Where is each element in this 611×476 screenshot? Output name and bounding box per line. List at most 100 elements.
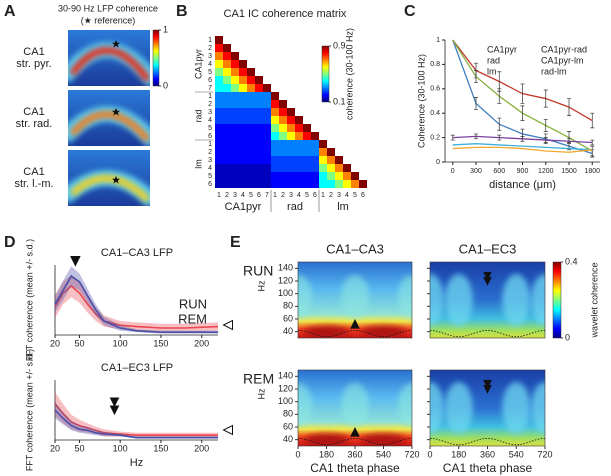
matrix-cell [223, 116, 231, 124]
row-tick-label: 4 [208, 61, 212, 68]
column-tick-label: 6 [313, 192, 317, 199]
row-tick-label: 5 [208, 69, 212, 76]
matrix-cell [271, 92, 279, 100]
column-tick-label: 5 [249, 192, 253, 199]
column-tick-label: 7 [265, 192, 269, 199]
coherence-arc [69, 46, 150, 83]
matrix-cell [215, 100, 223, 108]
row-label: str. rad. [16, 118, 53, 130]
matrix-cell [255, 132, 263, 140]
coherence-blob [444, 274, 473, 326]
x-axis-label: CA1 theta phase [443, 461, 533, 475]
plot-frame [429, 261, 546, 339]
series-line [54, 403, 218, 436]
matrix-cell [343, 180, 351, 188]
error-bar [543, 137, 548, 143]
column-tick-label: 6 [257, 192, 261, 199]
reference-star [112, 40, 120, 48]
matrix-cell [223, 76, 231, 84]
matrix-cell [215, 60, 223, 68]
matrix-cell [279, 100, 287, 108]
matrix-cell [247, 108, 255, 116]
matrix-cell [287, 124, 295, 132]
x-tick-label: 360 [480, 449, 495, 459]
group-label: rad [193, 109, 203, 122]
row-tick-label: 6 [208, 77, 212, 84]
coherence-arc [69, 110, 150, 143]
matrix-cell [327, 164, 335, 172]
x-axis-label: Hz [130, 457, 143, 469]
row-tick-label: 7 [208, 85, 212, 92]
matrix-cell [319, 180, 327, 188]
row-label: CA1 [23, 166, 44, 178]
matrix-cell [255, 156, 263, 164]
matrix-cell [335, 164, 343, 172]
x-tick-label: 540 [376, 449, 391, 459]
series-line [452, 146, 593, 153]
matrix-cell [311, 132, 319, 140]
y-tick-label: 40 [283, 434, 293, 444]
column-tick-label: 2 [281, 192, 285, 199]
matrix-cell [255, 148, 263, 156]
matrix-cell [247, 100, 255, 108]
y-tick-label: 60 [283, 313, 293, 323]
x-tick-label: 150 [153, 338, 168, 348]
x-tick-label: 180 [319, 449, 334, 459]
matrix-cell [239, 180, 247, 188]
heatmap-image [68, 150, 150, 206]
column-tick-label: 5 [305, 192, 309, 199]
matrix-cell [271, 172, 279, 180]
row-tick-label: 2 [208, 45, 212, 52]
matrix-cell [327, 172, 335, 180]
matrix-cell [223, 132, 231, 140]
matrix-cell [295, 156, 303, 164]
matrix-cell [223, 148, 231, 156]
matrix-cell [327, 156, 335, 164]
error-bar [450, 134, 455, 141]
column-tick-label: 3 [337, 192, 341, 199]
chart-title: CA1 IC coherence matrix [224, 8, 347, 20]
coherence-blob [298, 382, 312, 427]
matrix-cell [287, 140, 295, 148]
row-label: CA1 [23, 46, 44, 58]
matrix-cell [271, 180, 279, 188]
matrix-cell [239, 148, 247, 156]
error-band [55, 274, 218, 333]
error-band [55, 266, 218, 334]
x-tick-label: 1500 [561, 168, 577, 175]
series-line [54, 284, 219, 329]
series-line [54, 275, 218, 333]
column-tick-label: 1 [321, 192, 325, 199]
matrix-cell [287, 116, 295, 124]
error-bar [497, 88, 502, 104]
series-line [54, 409, 218, 439]
chart-title: 30-90 Hz LFP coherence [58, 3, 158, 13]
matrix-cell [319, 148, 327, 156]
matrix-cell [295, 148, 303, 156]
matrix-cell [343, 164, 351, 172]
matrix-cell [287, 172, 295, 180]
coherence-blob [531, 274, 545, 326]
y-tick-label: 0.6 [430, 86, 440, 93]
matrix-cell [239, 100, 247, 108]
y-axis-label: Hz [256, 388, 266, 399]
y-tick-label: 60 [283, 421, 293, 431]
series-line [452, 143, 593, 151]
matrix-cell [223, 156, 231, 164]
matrix-cell [279, 172, 287, 180]
matrix-cell [247, 76, 255, 84]
row-tick-label: 6 [208, 181, 212, 188]
matrix-cell [327, 148, 335, 156]
legend-label: RUN [179, 296, 207, 311]
matrix-cell [255, 140, 263, 148]
matrix-cell [263, 180, 271, 188]
matrix-cell [223, 60, 231, 68]
row-tick-label: 3 [208, 53, 212, 60]
matrix-cell [239, 124, 247, 132]
row-tick-label: 5 [208, 125, 212, 132]
matrix-cell [271, 116, 279, 124]
matrix-cell [311, 172, 319, 180]
x-tick-label: 0 [427, 449, 432, 459]
colorbar-tick-label: 0.1 [333, 96, 346, 106]
matrix-cell [303, 180, 311, 188]
